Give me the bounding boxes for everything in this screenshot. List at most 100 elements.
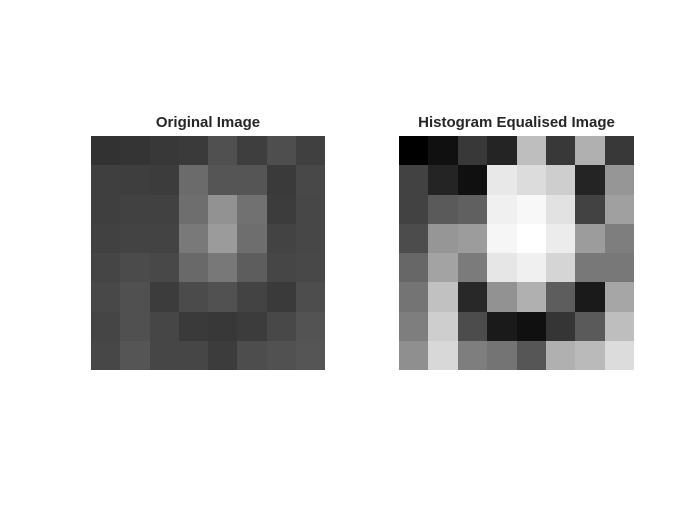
original-image-title: Original Image <box>155 114 261 131</box>
heatmap-cell <box>178 311 208 341</box>
heatmap-cell <box>266 223 296 253</box>
heatmap-cell <box>295 311 325 341</box>
heatmap-cell <box>178 165 208 195</box>
equalised-image-panel: Histogram Equalised Image <box>399 114 634 370</box>
heatmap-cell <box>237 282 267 312</box>
heatmap-cell <box>428 340 458 370</box>
original-image-panel: Original Image <box>91 114 325 370</box>
heatmap-cell <box>604 311 634 341</box>
heatmap-cell <box>428 311 458 341</box>
heatmap-cell <box>295 165 325 195</box>
heatmap-cell <box>575 282 605 312</box>
heatmap-cell <box>149 253 179 283</box>
heatmap-cell <box>428 194 458 224</box>
heatmap-cell <box>428 136 458 166</box>
heatmap-cell <box>575 253 605 283</box>
heatmap-cell <box>457 282 488 312</box>
heatmap-cell <box>516 165 546 195</box>
heatmap-cell <box>487 311 517 341</box>
heatmap-cell <box>208 311 238 341</box>
heatmap-cell <box>266 311 296 341</box>
heatmap-cell <box>516 340 546 370</box>
heatmap-cell <box>178 194 208 224</box>
heatmap-cell <box>399 253 429 283</box>
heatmap-cell <box>457 311 488 341</box>
heatmap-cell <box>208 282 238 312</box>
heatmap-cell <box>399 282 429 312</box>
heatmap-cell <box>428 165 458 195</box>
heatmap-cell <box>399 340 429 370</box>
heatmap-cell <box>91 311 121 341</box>
heatmap-cell <box>457 253 488 283</box>
heatmap-cell <box>516 311 546 341</box>
heatmap-cell <box>149 165 179 195</box>
heatmap-cell <box>120 340 150 370</box>
heatmap-cell <box>91 136 121 166</box>
heatmap-cell <box>575 223 605 253</box>
heatmap-cell <box>399 165 429 195</box>
heatmap-cell <box>545 282 576 312</box>
heatmap-cell <box>575 194 605 224</box>
heatmap-cell <box>91 253 121 283</box>
heatmap-cell <box>266 253 296 283</box>
heatmap-cell <box>266 340 296 370</box>
heatmap-cell <box>149 194 179 224</box>
heatmap-cell <box>266 136 296 166</box>
heatmap-cell <box>487 282 517 312</box>
heatmap-cell <box>120 165 150 195</box>
heatmap-cell <box>295 282 325 312</box>
heatmap-cell <box>604 165 634 195</box>
heatmap-cell <box>604 340 634 370</box>
heatmap-cell <box>487 136 517 166</box>
heatmap-cell <box>295 194 325 224</box>
heatmap-cell <box>428 223 458 253</box>
heatmap-cell <box>545 223 576 253</box>
heatmap-cell <box>295 253 325 283</box>
heatmap-cell <box>457 165 488 195</box>
heatmap-cell <box>487 223 517 253</box>
heatmap-cell <box>516 282 546 312</box>
heatmap-cell <box>266 194 296 224</box>
heatmap-cell <box>266 165 296 195</box>
heatmap-cell <box>237 311 267 341</box>
heatmap-cell <box>545 311 576 341</box>
heatmap-cell <box>178 223 208 253</box>
heatmap-cell <box>149 340 179 370</box>
heatmap-cell <box>120 253 150 283</box>
heatmap-cell <box>120 282 150 312</box>
equalised-image-grid <box>399 136 634 370</box>
heatmap-cell <box>399 136 429 166</box>
heatmap-cell <box>487 340 517 370</box>
heatmap-cell <box>575 136 605 166</box>
heatmap-cell <box>237 223 267 253</box>
heatmap-cell <box>91 282 121 312</box>
heatmap-cell <box>545 194 576 224</box>
heatmap-cell <box>237 136 267 166</box>
heatmap-cell <box>487 253 517 283</box>
heatmap-cell <box>516 253 546 283</box>
heatmap-cell <box>604 253 634 283</box>
heatmap-cell <box>428 253 458 283</box>
heatmap-cell <box>120 194 150 224</box>
heatmap-cell <box>516 136 546 166</box>
heatmap-cell <box>178 340 208 370</box>
heatmap-cell <box>575 340 605 370</box>
heatmap-cell <box>208 136 238 166</box>
heatmap-cell <box>208 223 238 253</box>
heatmap-cell <box>237 340 267 370</box>
heatmap-cell <box>457 340 488 370</box>
heatmap-cell <box>399 194 429 224</box>
heatmap-cell <box>91 194 121 224</box>
heatmap-cell <box>487 194 517 224</box>
heatmap-cell <box>604 136 634 166</box>
heatmap-cell <box>91 165 121 195</box>
heatmap-cell <box>149 136 179 166</box>
heatmap-cell <box>178 282 208 312</box>
heatmap-cell <box>208 165 238 195</box>
heatmap-cell <box>91 223 121 253</box>
heatmap-cell <box>120 311 150 341</box>
heatmap-cell <box>295 136 325 166</box>
heatmap-cell <box>428 282 458 312</box>
heatmap-cell <box>457 136 488 166</box>
heatmap-cell <box>487 165 517 195</box>
